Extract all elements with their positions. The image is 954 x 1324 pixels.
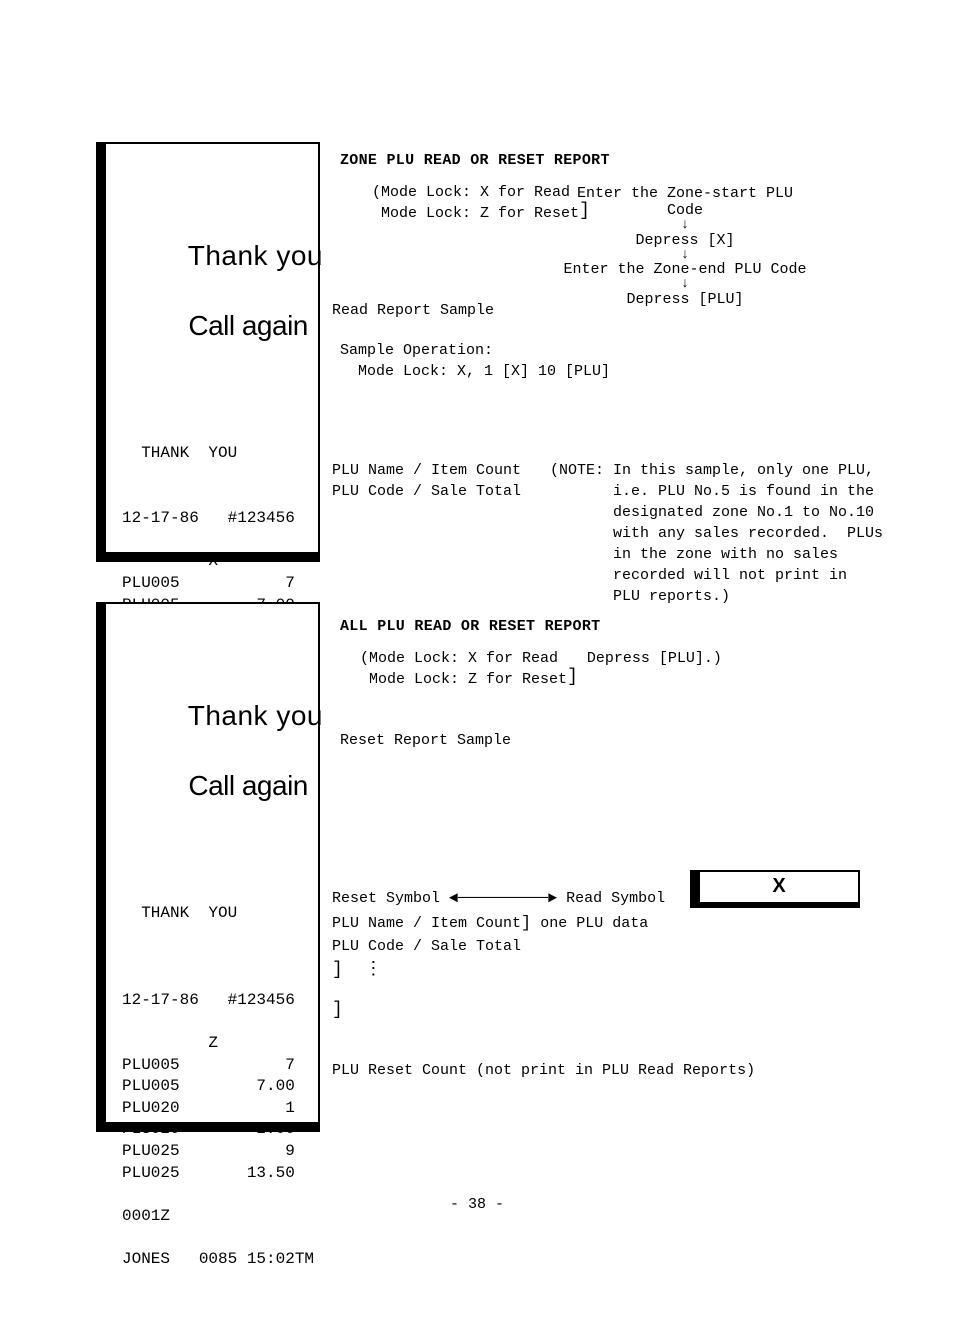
page-number: - 38 - (0, 1196, 954, 1213)
s1-mode1: Mode Lock: X for Read (381, 184, 570, 201)
receipt-1: Thank you Call again THANK YOU 12-17-86 … (96, 142, 320, 562)
s2-labels: PLU Name / Item Count] one PLU data PLU … (332, 912, 648, 957)
section1-title: ZONE PLU READ OR RESET REPORT (340, 150, 610, 171)
s1-read-sample: Read Report Sample (332, 300, 494, 321)
receipt-1-h2: Call again (188, 310, 308, 341)
s2-mode1: Mode Lock: X for Read (369, 650, 558, 667)
symbol-box: X (690, 870, 860, 908)
receipt-2-header: Thank you Call again (122, 663, 308, 838)
receipt-2: Thank you Call again THANK YOU 12-17-86 … (96, 602, 320, 1132)
s2-one-plu: one PLU data (540, 915, 648, 932)
s1-flow4: Depress [PLU] (560, 291, 810, 308)
arrow-down-icon: ↓ (560, 249, 810, 262)
s2-reset-symbol: Reset Symbol (332, 890, 440, 907)
arrow-down-icon: ↓ (560, 278, 810, 291)
s2-label2: PLU Code / Sale Total (332, 938, 521, 955)
manual-page: Thank you Call again THANK YOU 12-17-86 … (0, 0, 954, 1239)
receipt-1-header: Thank you Call again (122, 203, 308, 378)
symbol-x: X (772, 875, 785, 897)
receipt-2-h2: Call again (188, 770, 308, 801)
receipt-1-h1: Thank you (188, 240, 323, 271)
s2-reset-sample: Reset Report Sample (340, 730, 511, 751)
s2-action: Depress [PLU].) (587, 650, 722, 667)
arrow-down-icon: ↓ (560, 219, 810, 232)
s2-reset-count: PLU Reset Count (not print in PLU Read R… (332, 1060, 755, 1081)
section1-mode-lines: (Mode Lock: X for ReadMode Lock: Z for R… (372, 182, 590, 224)
bracket-group-1: ] ⋮ (332, 958, 382, 983)
s1-flow1: Enter the Zone-start PLU Code (560, 185, 810, 219)
s2-symbol-line: Reset Symbol ◄──────────► Read Symbol (332, 888, 665, 909)
section2-title: ALL PLU READ OR RESET REPORT (340, 616, 600, 637)
s1-mode2: Mode Lock: Z for Reset (381, 205, 579, 222)
bracket-group-2: ] (332, 998, 343, 1023)
section1-flow: Enter the Zone-start PLU Code ↓ Depress … (560, 185, 810, 308)
s1-sample-op: Sample Operation: Mode Lock: X, 1 [X] 10… (340, 340, 610, 382)
s1-sample-op-body: Mode Lock: X, 1 [X] 10 [PLU] (358, 363, 610, 380)
section2-mode-lines: (Mode Lock: X for ReadMode Lock: Z for R… (360, 648, 722, 690)
receipt-2-h1: Thank you (188, 700, 323, 731)
s2-mode2: Mode Lock: Z for Reset (369, 671, 567, 688)
s1-label1: PLU Name / Item Count (332, 462, 521, 479)
s1-labels: PLU Name / Item Count PLU Code / Sale To… (332, 460, 521, 502)
receipt-2-body: THANK YOU 12-17-86 #123456 Z PLU005 7 PL… (122, 903, 308, 1270)
s2-read-symbol: Read Symbol (566, 890, 665, 907)
s1-sample-op-title: Sample Operation: (340, 342, 493, 359)
s1-note: (NOTE: In this sample, only one PLU, i.e… (550, 460, 860, 607)
s2-label1: PLU Name / Item Count (332, 915, 521, 932)
s1-label2: PLU Code / Sale Total (332, 483, 521, 500)
